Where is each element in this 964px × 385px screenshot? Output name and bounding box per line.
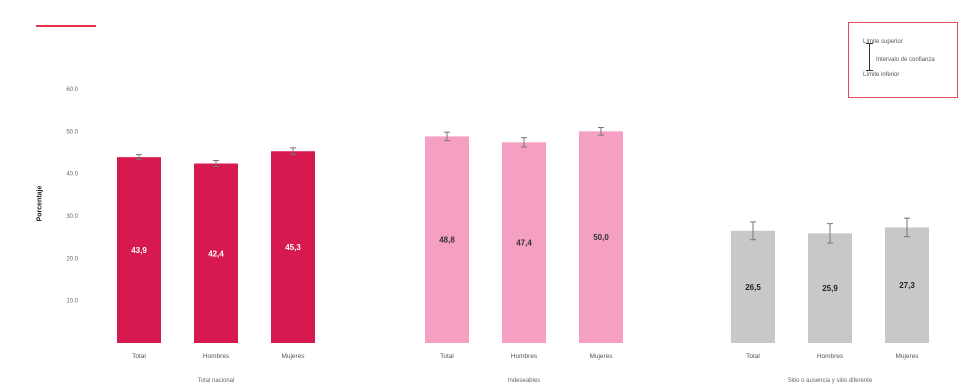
legend-upper-label: Límite superior — [863, 39, 903, 45]
bar-value-label: 47,4 — [516, 239, 532, 248]
x-tick-label: Hombres — [203, 353, 230, 360]
x-tick-label: Total — [440, 353, 454, 360]
bar — [579, 131, 623, 343]
legend-lower-cap-icon — [866, 70, 873, 71]
bar-value-label: 43,9 — [131, 246, 147, 255]
bar-value-label: 27,3 — [899, 281, 915, 290]
legend-error-bar-icon — [869, 43, 870, 71]
bar — [502, 142, 546, 343]
y-tick-label: 20.0 — [66, 256, 78, 262]
bar — [271, 151, 315, 343]
group-label: Indeseables — [508, 378, 540, 384]
bar — [808, 233, 852, 343]
y-tick-label: 50.0 — [66, 129, 78, 135]
confidence-interval-legend: Límite superior Intervalo de confianza L… — [848, 22, 958, 98]
x-tick-label: Mujeres — [589, 353, 613, 360]
bar — [194, 163, 238, 343]
y-tick-label: 30.0 — [66, 214, 78, 220]
bar — [425, 136, 469, 343]
decorative-accent-line — [36, 25, 96, 27]
bar-value-label: 45,3 — [285, 243, 301, 252]
bar-value-label: 26,5 — [745, 283, 761, 292]
bar-value-label: 25,9 — [822, 284, 838, 293]
bar-value-label: 48,8 — [439, 236, 455, 245]
x-tick-label: Mujeres — [281, 353, 305, 360]
y-tick-label: 60.0 — [66, 87, 78, 93]
x-tick-label: Hombres — [817, 353, 844, 360]
legend-ci-label: Intervalo de confianza — [876, 57, 935, 63]
y-tick-label: 10.0 — [66, 299, 78, 305]
bar-value-label: 50,0 — [593, 233, 609, 242]
x-tick-label: Mujeres — [895, 353, 919, 360]
legend-lower-label: Límite inferior — [863, 72, 900, 78]
group-label: Total nacional — [198, 378, 235, 384]
group-label: Sitio o ausencia y sitio diferente — [788, 378, 873, 384]
x-tick-label: Total — [746, 353, 760, 360]
legend-upper-cap-icon — [866, 43, 873, 44]
x-tick-label: Total — [132, 353, 146, 360]
x-tick-label: Hombres — [511, 353, 538, 360]
bar-value-label: 42,4 — [208, 249, 224, 258]
y-tick-label: 40.0 — [66, 172, 78, 178]
bar — [885, 227, 929, 343]
bar — [731, 230, 775, 343]
bar — [117, 157, 161, 343]
